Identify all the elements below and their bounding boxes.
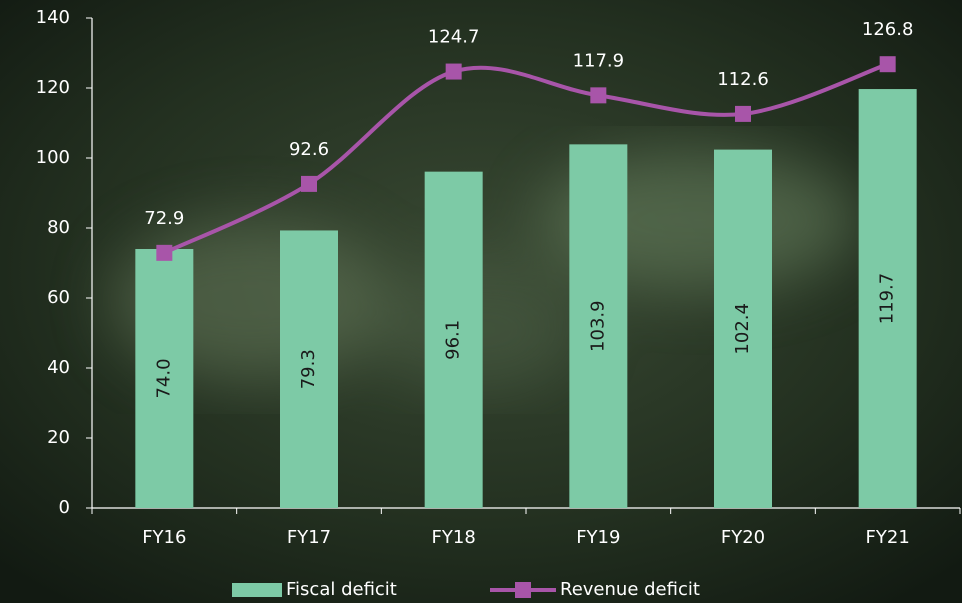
legend-swatch xyxy=(232,583,282,597)
y-tick-label: 80 xyxy=(47,217,70,238)
line-value-label: 72.9 xyxy=(144,208,184,229)
bar xyxy=(858,89,917,509)
y-tick-label: 40 xyxy=(47,357,70,378)
x-tick-label: FY18 xyxy=(432,527,476,548)
line-value-label: 92.6 xyxy=(289,139,329,160)
line xyxy=(163,62,889,255)
line-value-label: 112.6 xyxy=(717,69,769,90)
legend-label: Fiscal deficit xyxy=(286,579,397,600)
line-value-label: 126.8 xyxy=(862,19,914,40)
bar-value-label: 103.9 xyxy=(587,300,608,352)
x-tick-label: FY16 xyxy=(142,527,186,548)
bar xyxy=(424,171,483,508)
y-tick-label: 120 xyxy=(36,77,70,98)
bar xyxy=(714,149,772,508)
y-tick-label: 60 xyxy=(47,287,70,308)
bar-value-label: 79.3 xyxy=(298,349,319,389)
x-tick-label: FY17 xyxy=(287,527,331,548)
line-marker xyxy=(879,56,896,73)
legend-label: Revenue deficit xyxy=(560,579,700,600)
plot-area: 0 20 40 60 80 100 120 140 FY16 FY17 FY18 FY19 FY20 FY… xyxy=(36,7,961,600)
line-marker xyxy=(156,244,173,261)
bar-value-label: 96.1 xyxy=(443,320,464,360)
bar xyxy=(135,249,194,508)
bar xyxy=(569,144,628,508)
bar-value-label: 102.4 xyxy=(732,303,753,355)
line-marker xyxy=(735,105,751,122)
y-tick-label: 100 xyxy=(36,147,70,168)
bar xyxy=(280,230,338,508)
bar-value-label: 74.0 xyxy=(153,358,174,398)
y-tick-label: 140 xyxy=(36,7,70,28)
x-tick-label: FY19 xyxy=(576,527,620,548)
line-marker xyxy=(445,63,462,80)
legend-marker xyxy=(515,582,531,598)
x-tick-label: FY21 xyxy=(866,527,910,548)
x-tick-label: FY20 xyxy=(721,527,765,548)
bar-value-label: 119.7 xyxy=(877,273,898,325)
line-value-label: 124.7 xyxy=(428,27,480,48)
line-value-label: 117.9 xyxy=(573,50,625,71)
line-marker xyxy=(590,87,607,104)
line-marker xyxy=(301,175,317,192)
y-tick-label: 20 xyxy=(47,427,70,448)
y-tick-label: 0 xyxy=(59,497,70,518)
